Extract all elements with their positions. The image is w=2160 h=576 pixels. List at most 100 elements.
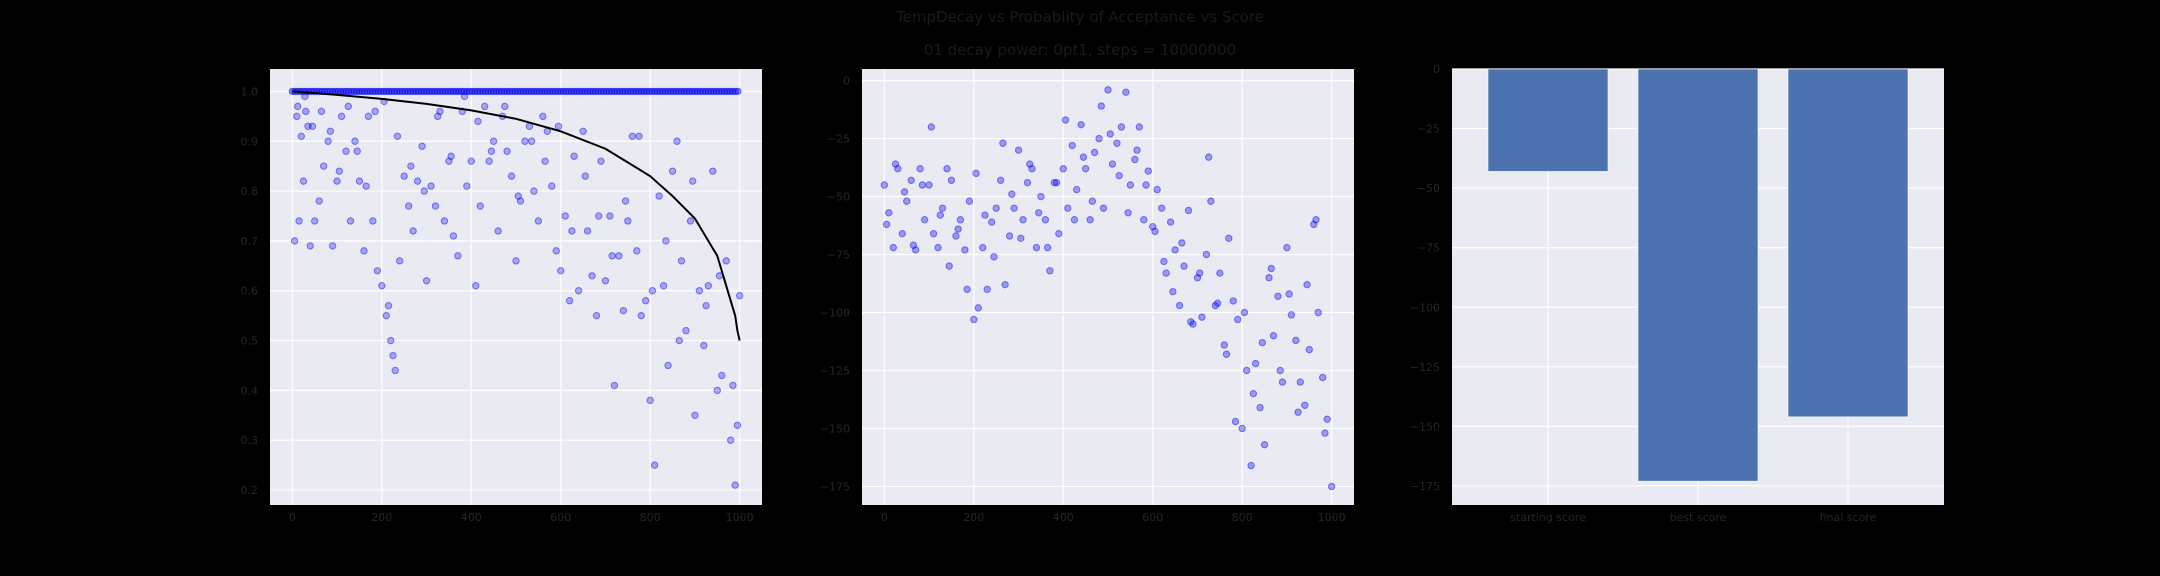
p1-accept-band-point <box>455 87 463 96</box>
p1-accept-band-point <box>484 87 492 96</box>
p1-scatter-point <box>541 157 549 165</box>
p1-scatter-point <box>422 277 431 285</box>
p1-scatter-point <box>434 112 442 121</box>
p2-scatter-point <box>1327 482 1336 491</box>
p1-accept-band-point <box>634 87 643 96</box>
p1-scatter-point <box>608 252 616 260</box>
p2-scatter-point <box>1198 313 1206 321</box>
p1-accept-band-point <box>527 87 535 96</box>
p2-plot-area <box>862 69 1354 505</box>
p2-scatter-point <box>1081 165 1090 173</box>
p1-scatter-point <box>328 242 337 250</box>
p1-accept-band-point <box>642 87 651 96</box>
p2-scatter-point <box>1126 181 1135 189</box>
p3-y-tick-label: −25 <box>1417 123 1440 136</box>
p1-scatter-point <box>301 92 309 101</box>
p1-accept-band-point <box>436 87 444 96</box>
p2-scatter-point <box>1193 274 1202 282</box>
p1-scatter-point <box>472 282 480 290</box>
p2-scatter-point <box>1151 227 1159 236</box>
p1-scatter-point <box>308 122 317 131</box>
p2-scatter-point <box>1117 123 1126 131</box>
p1-accept-band-point <box>718 87 726 96</box>
p1-accept-band-point <box>567 87 576 96</box>
p2-scatter-point <box>1106 130 1114 138</box>
p1-accept-band-point <box>707 87 715 96</box>
p2-scatter-point <box>1234 315 1242 324</box>
p2-scatter-point <box>1032 243 1041 252</box>
p2-scatter-point <box>1135 123 1144 131</box>
p1-y-tick-label: 1.0 <box>241 85 259 98</box>
p1-accept-band-point <box>570 87 578 96</box>
p2-scatter-point <box>1153 185 1161 194</box>
p1-accept-band-point <box>412 87 420 96</box>
p1-accept-band-point <box>428 87 436 96</box>
p1-scatter-point <box>440 217 449 225</box>
p2-scatter-point <box>1312 216 1320 224</box>
p1-accept-band-point <box>728 87 737 96</box>
p1-scatter-point <box>729 381 737 390</box>
p2-scatter-point <box>1229 297 1237 305</box>
p1-scatter-point <box>610 381 619 390</box>
p2-scatter-point <box>909 241 918 249</box>
p1-scatter-point <box>454 252 462 260</box>
p2-scatter-point <box>1124 209 1132 217</box>
p1-scatter-point <box>621 197 630 205</box>
p1-scatter-point <box>304 122 312 131</box>
p2-scatter-point <box>1283 243 1291 252</box>
p1-accept-band-point <box>672 87 680 96</box>
p2-scatter-point <box>1171 246 1179 254</box>
p2-scatter-point <box>1296 378 1305 386</box>
p2-scatter-point <box>934 243 942 252</box>
p2-scatter-point <box>880 181 889 189</box>
p2-scatter-point <box>936 211 944 219</box>
p1-scatter-point <box>485 157 493 165</box>
p2-scatter-point <box>1144 167 1152 175</box>
p1-scatter-point <box>735 292 744 300</box>
p1-accept-band-point <box>712 87 721 96</box>
p1-plot-area <box>270 69 762 505</box>
p1-accept-band-point <box>468 87 476 96</box>
p2-scatter-point <box>1231 417 1240 426</box>
p2-scatter-point <box>965 197 974 205</box>
p1-scatter-point <box>360 247 368 255</box>
p2-scatter-point <box>1292 336 1300 345</box>
p1-accept-band-point <box>353 87 361 96</box>
p1-accept-band-point <box>487 87 495 96</box>
p1-scatter-point <box>409 227 417 235</box>
p1-scatter-point <box>384 301 393 310</box>
p1-accept-band-point <box>650 87 659 96</box>
p1-accept-band-point <box>664 87 672 96</box>
p2-scatter-point <box>1278 378 1287 386</box>
p2-x-tick-label: 400 <box>1053 511 1074 524</box>
p1-accept-band-point <box>626 87 635 96</box>
p1-accept-band-point <box>621 87 629 96</box>
p1-accept-band-point <box>720 87 729 96</box>
p2-scatter-point <box>1028 165 1036 173</box>
p1-scatter-point <box>297 132 306 140</box>
p1-scatter-point <box>463 182 471 190</box>
p1-accept-band-point <box>632 87 640 96</box>
p1-scatter-point <box>333 177 341 185</box>
p2-scatter-point <box>1077 120 1085 129</box>
p1-scatter-point <box>420 187 429 195</box>
p1-accept-band-point <box>345 87 353 96</box>
p1-accept-band-point <box>693 87 702 96</box>
p2-scatter-point <box>1249 389 1258 398</box>
p1-accept-band-point <box>430 87 439 96</box>
p1-scatter-point <box>686 217 695 225</box>
p2-scatter-point <box>961 246 969 254</box>
p1-accept-band-point <box>734 87 742 96</box>
p2-scatter-point <box>943 165 951 173</box>
p3-bar <box>1487 68 1609 172</box>
p1-scatter-point <box>507 172 516 180</box>
p2-scatter-point <box>929 229 938 238</box>
p1-accept-band-point <box>379 87 388 96</box>
p1-scatter-point <box>583 227 592 235</box>
p1-x-tick-label: 800 <box>640 511 661 524</box>
p1-scatter-point <box>695 287 704 295</box>
p1-accept-band-point <box>691 87 699 96</box>
p2-scatter-point <box>954 225 962 233</box>
p2-scatter-point <box>1301 401 1309 409</box>
